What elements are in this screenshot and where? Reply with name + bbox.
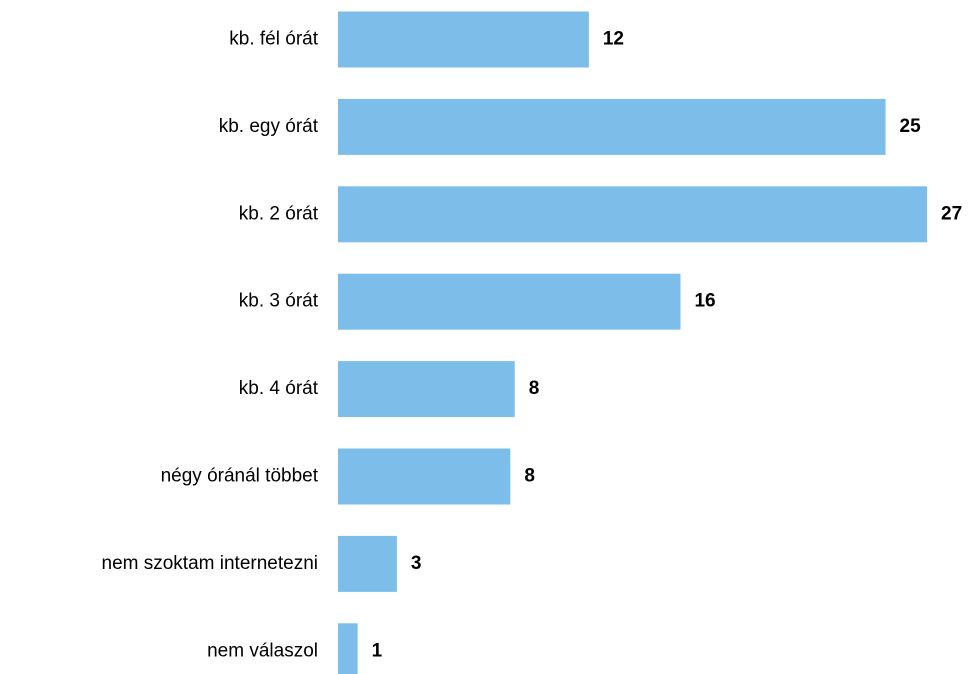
bar [338,186,927,243]
category-label: kb. 4 órát [239,378,319,399]
value-label: 25 [900,116,922,137]
category-label: kb. 3 órát [239,291,319,312]
value-label: 1 [372,640,383,661]
category-label: kb. fél órát [229,29,318,50]
bar [338,448,511,505]
bar [338,535,397,592]
category-label: négy óránál többet [161,466,319,487]
value-label: 8 [524,466,535,487]
category-label: kb. egy órát [219,116,319,137]
category-label: kb. 2 órát [239,203,319,224]
bar [338,98,886,155]
category-label: nem szoktam internetezni [102,553,319,574]
bar [338,623,358,674]
value-label: 16 [694,291,715,312]
value-label: 27 [941,203,962,224]
bar [338,273,681,330]
category-label: nem válaszol [207,640,318,661]
bar [338,361,515,418]
value-label: 3 [411,553,422,574]
value-label: 12 [603,29,624,50]
bar [338,11,589,68]
value-label: 8 [529,378,540,399]
